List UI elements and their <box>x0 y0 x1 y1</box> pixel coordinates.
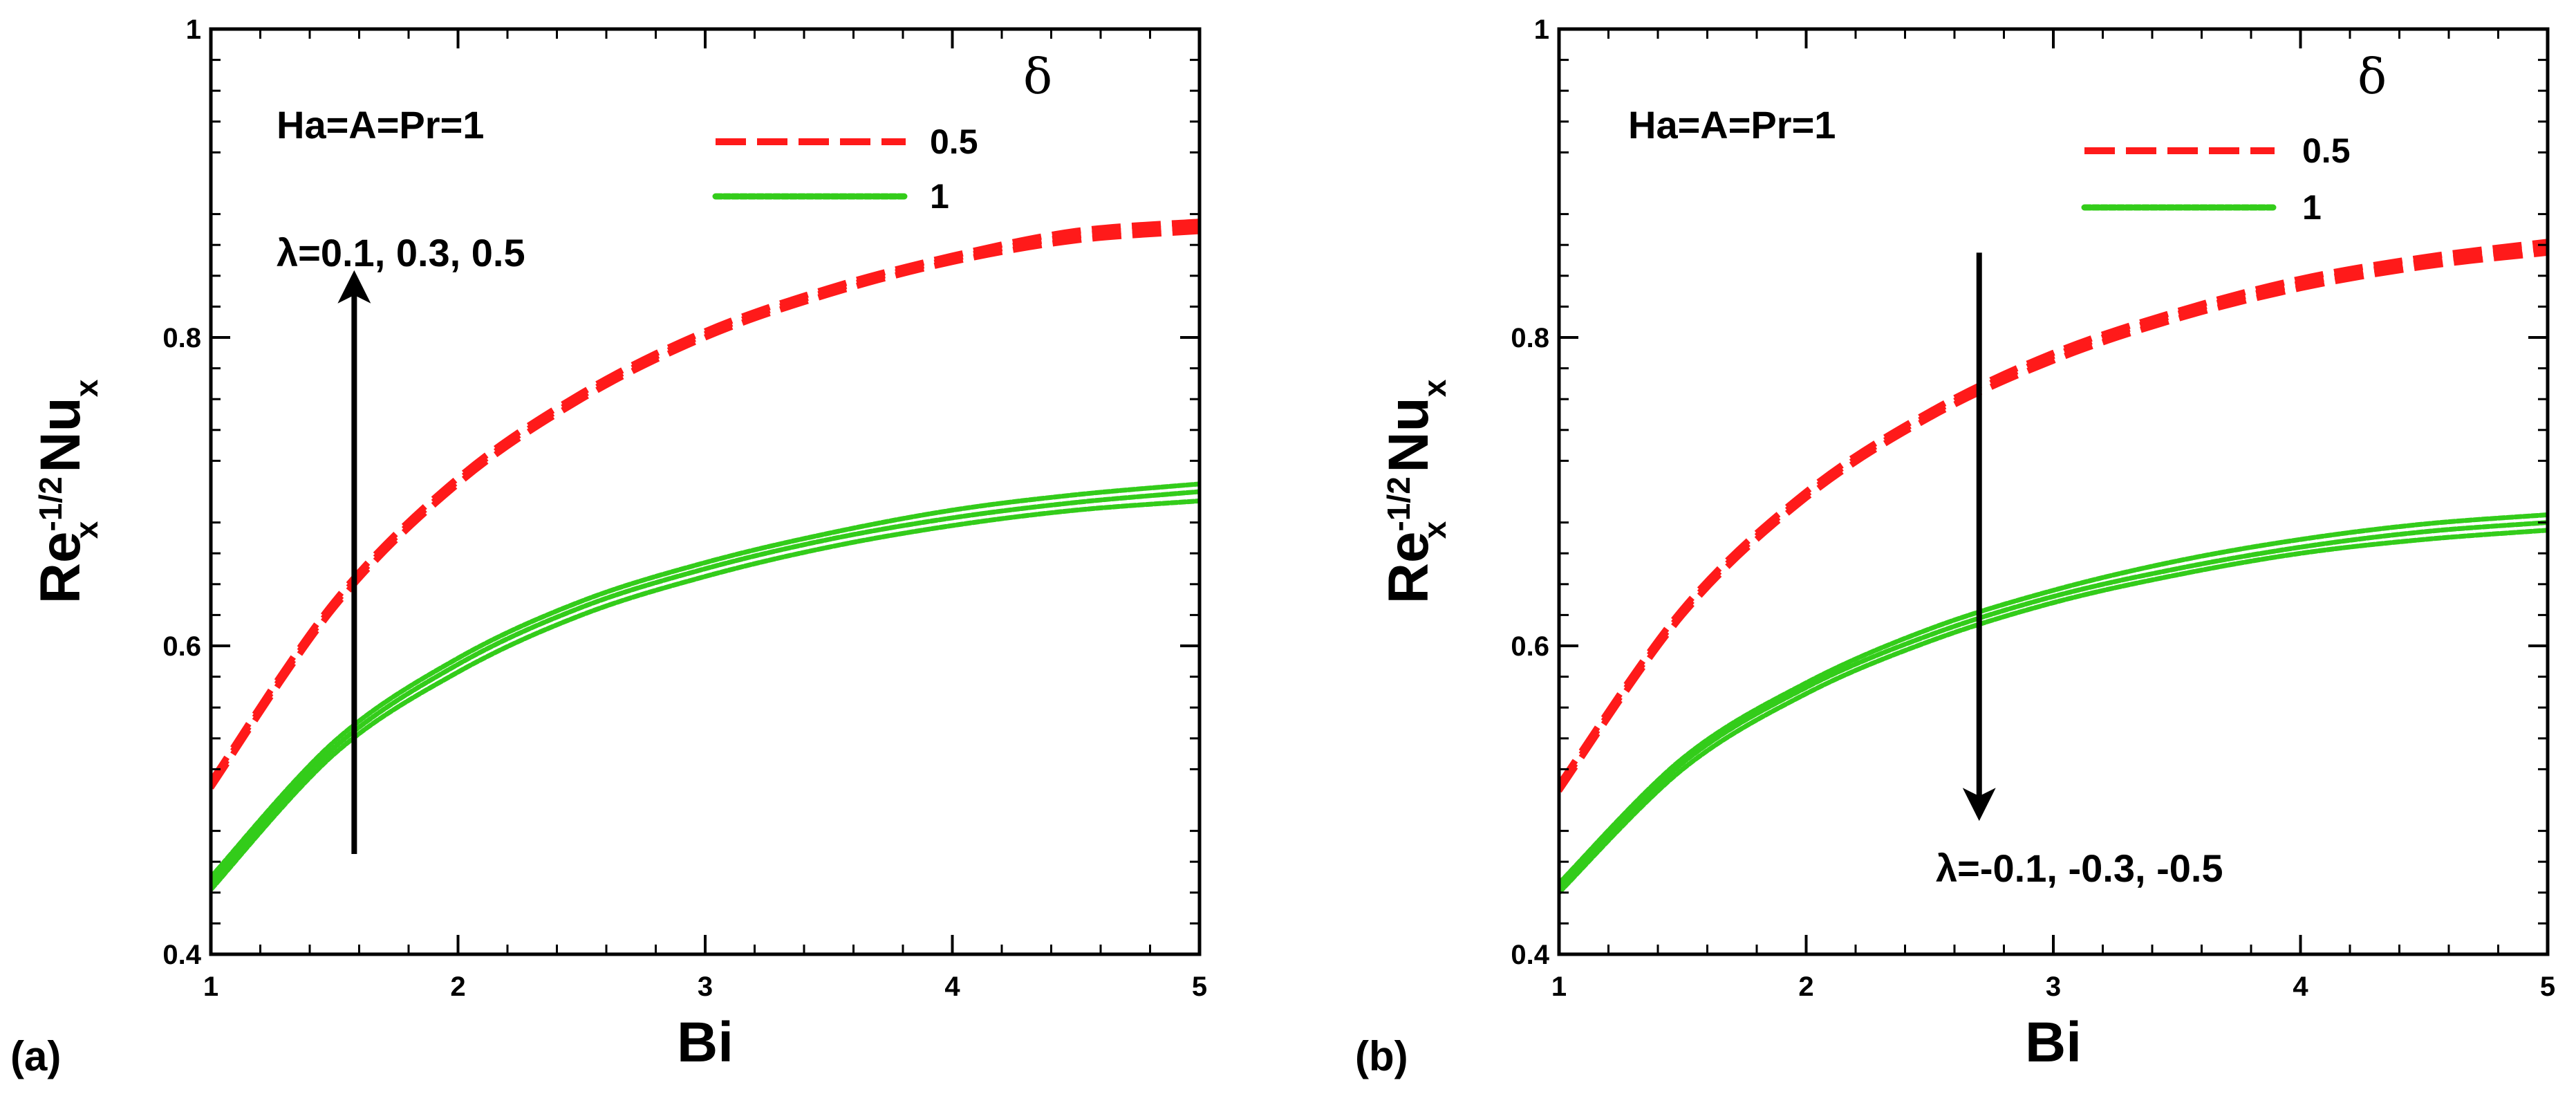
y-tick-label: 1 <box>1534 15 1549 45</box>
legend-label: 0.5 <box>930 122 978 161</box>
parameter-annotation: Ha=A=Pr=1 <box>277 103 484 147</box>
series-line-0 <box>211 228 1200 790</box>
panel-label: (b) <box>1355 1033 1408 1079</box>
x-tick-label: 2 <box>1798 972 1813 1002</box>
y-tick-label: 0.6 <box>162 631 201 662</box>
y-tick-label: 0.4 <box>1511 940 1549 970</box>
x-tick-label: 2 <box>450 972 465 1002</box>
plot-frame <box>209 27 1202 956</box>
series-line-5 <box>1559 528 2548 895</box>
legend-label: 1 <box>2302 188 2322 227</box>
series-group <box>211 219 1200 892</box>
x-axis-label: Bi <box>677 1011 734 1074</box>
series-line-5 <box>211 481 1200 880</box>
y-axis-label-sub2: x <box>1417 379 1453 397</box>
x-tick-label: 1 <box>1551 972 1567 1002</box>
x-tick-label: 1 <box>203 972 218 1002</box>
y-axis-label-sup: -1/2 <box>1381 476 1417 531</box>
x-axis-label: Bi <box>2025 1011 2082 1074</box>
x-tick-label: 4 <box>2293 972 2308 1002</box>
x-tick-label: 3 <box>2046 972 2061 1002</box>
y-tick-label: 0.8 <box>1511 323 1549 353</box>
plot-frame <box>1557 27 2550 956</box>
x-tick-label: 5 <box>2540 972 2555 1002</box>
x-tick-label: 4 <box>944 972 960 1002</box>
series-line-3 <box>1559 512 2548 886</box>
y-axis-label: Re-1/2xNux <box>1377 379 1453 604</box>
legend: δ0.5 1 <box>2081 48 2387 227</box>
panel-label: (a) <box>10 1033 61 1079</box>
y-axis-label-base: Re <box>1377 531 1440 604</box>
y-axis-label: Re-1/2xNux <box>29 379 104 604</box>
lambda-label: λ=0.1, 0.3, 0.5 <box>277 231 525 275</box>
y-axis-label-sub2: x <box>68 379 104 397</box>
chart-panel-b: 1 2 3 4 50.40.60.81BiRe-1/2xNux(b)Ha=A=Pr=1δ… <box>1355 15 2555 1079</box>
series-line-3 <box>211 498 1200 892</box>
series-line-4 <box>1559 520 2548 891</box>
legend: δ 0.5 1 <box>712 48 1052 216</box>
y-tick-label: 0.4 <box>162 940 201 970</box>
legend-label: 1 <box>930 177 949 216</box>
x-tick-label: 5 <box>1192 972 1207 1002</box>
series-line-4 <box>211 489 1200 886</box>
legend-title: δ <box>2358 48 2387 105</box>
y-axis-label-rest: Nu <box>1377 397 1440 472</box>
x-tick-label: 3 <box>698 972 713 1002</box>
chart-panel-a: 1 2 3 4 50.40.60.81BiRe-1/2xNux(a)Ha=A=Pr=1δ… <box>10 15 1207 1079</box>
y-tick-label: 0.6 <box>1511 631 1549 662</box>
y-axis-label-rest: Nu <box>29 397 92 472</box>
y-tick-label: 1 <box>186 15 201 45</box>
y-axis-label-base: Re <box>29 531 92 604</box>
series-line-1 <box>1559 245 2548 790</box>
series-line-2 <box>1559 249 2548 793</box>
lambda-label: λ=-0.1, -0.3, -0.5 <box>1936 846 2223 890</box>
legend-title: δ <box>1023 48 1052 105</box>
series-line-0 <box>1559 239 2548 787</box>
y-axis-label-sub: x <box>1417 521 1453 539</box>
parameter-annotation: Ha=A=Pr=1 <box>1628 103 1836 147</box>
y-axis-label-sub: x <box>68 521 104 539</box>
series-group <box>1559 239 2548 895</box>
y-axis-label-sup: -1/2 <box>32 476 68 531</box>
y-tick-label: 0.8 <box>162 323 201 353</box>
legend-label: 0.5 <box>2302 131 2351 170</box>
series-line-2 <box>211 219 1200 783</box>
